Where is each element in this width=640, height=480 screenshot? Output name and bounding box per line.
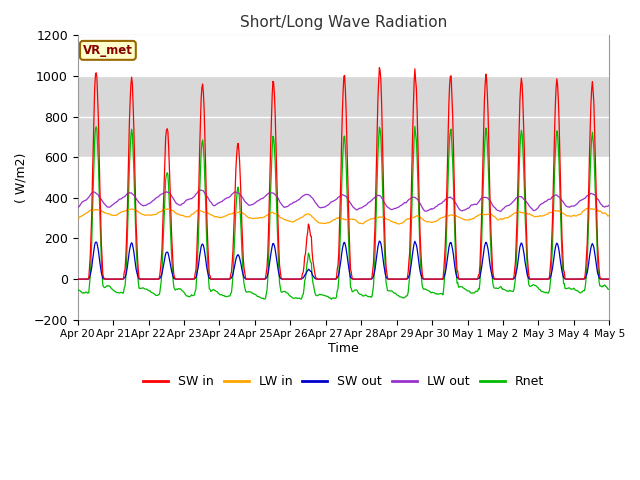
Legend: SW in, LW in, SW out, LW out, Rnet: SW in, LW in, SW out, LW out, Rnet — [138, 370, 549, 393]
X-axis label: Time: Time — [328, 342, 359, 355]
Text: VR_met: VR_met — [83, 44, 133, 57]
Y-axis label: ( W/m2): ( W/m2) — [15, 152, 28, 203]
Bar — [77, 76, 609, 157]
Title: Short/Long Wave Radiation: Short/Long Wave Radiation — [240, 15, 447, 30]
